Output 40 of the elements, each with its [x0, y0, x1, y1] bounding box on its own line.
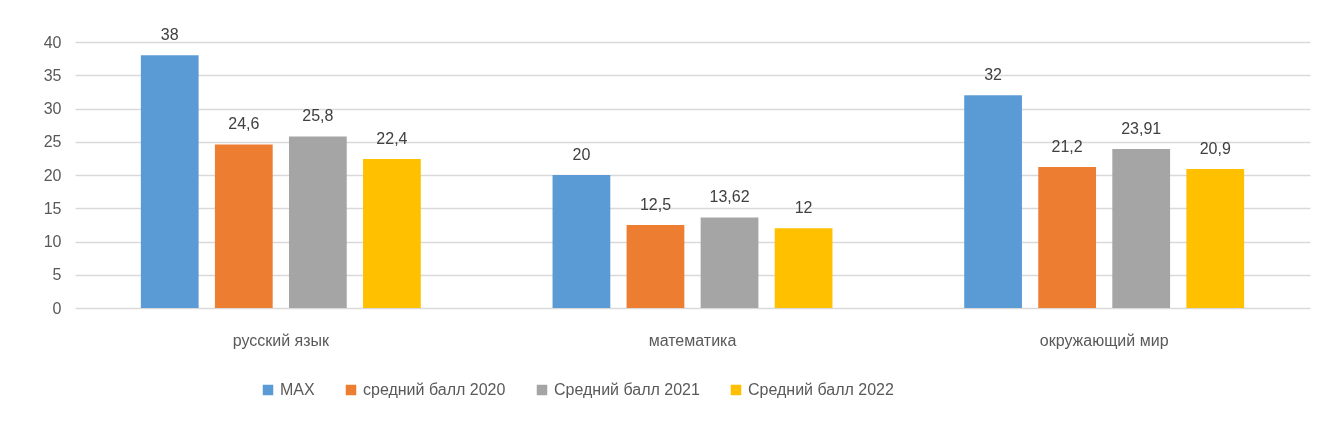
data-label: 38 [160, 26, 179, 44]
x-tick-label: математика [648, 331, 737, 349]
x-tick-label: окружающий мир [1039, 331, 1169, 349]
y-tick-label: 40 [43, 33, 62, 51]
bar [140, 55, 199, 308]
data-label: 22,4 [376, 130, 408, 148]
y-tick-label: 0 [52, 299, 62, 317]
bar [288, 136, 347, 308]
legend-label: средний балл 2020 [363, 381, 506, 398]
y-tick-label: 25 [43, 133, 62, 151]
data-label: 25,8 [302, 107, 334, 125]
bar [964, 95, 1022, 308]
y-tick-label: 20 [43, 166, 62, 184]
data-label: 21,2 [1051, 138, 1083, 156]
data-label: 20,9 [1199, 140, 1231, 158]
y-tick-label: 15 [43, 199, 62, 217]
data-label: 13,62 [709, 188, 750, 206]
y-tick-label: 10 [43, 233, 62, 250]
bar [700, 217, 759, 308]
bar [774, 228, 833, 308]
x-tick-label: русский язык [232, 331, 331, 349]
bar [1112, 149, 1171, 308]
data-label: 32 [984, 66, 1003, 84]
data-label: 12 [794, 199, 813, 217]
bar [626, 224, 685, 308]
data-label: 24,6 [228, 115, 260, 133]
y-tick-label: 30 [43, 100, 62, 117]
bar [1186, 169, 1245, 308]
legend-label: Средний балл 2022 [748, 381, 894, 398]
legend-label: Средний балл 2021 [554, 381, 700, 398]
data-label: 12,5 [639, 195, 672, 213]
data-label: 20 [572, 146, 591, 163]
bar [1038, 167, 1097, 308]
bar [363, 159, 421, 308]
legend-label: MAX [280, 381, 315, 398]
bar [214, 144, 273, 308]
data-label: 23,91 [1121, 120, 1162, 137]
y-tick-label: 5 [52, 266, 62, 284]
bar [552, 175, 611, 308]
y-tick-label: 35 [43, 66, 62, 84]
